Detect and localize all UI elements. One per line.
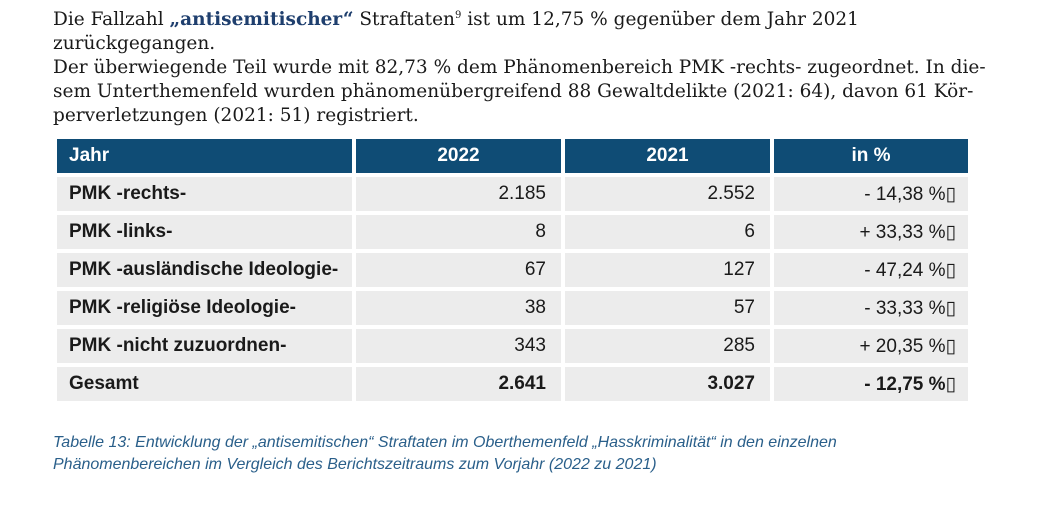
table-row: PMK -ausländische Ideologie- 67 127 - 47… [57, 253, 968, 287]
intro-paragraph: Die Fallzahl „antisemitischer“ Straftate… [53, 8, 1013, 128]
value-2022: 2.185 [356, 177, 561, 211]
footnote-marker[interactable]: 9 [454, 9, 462, 21]
intro-line-1-term: Straftaten [353, 9, 455, 30]
total-2022: 2.641 [356, 367, 561, 401]
table-header-row: Jahr 2022 2021 in % [57, 139, 968, 173]
value-2021: 285 [565, 329, 770, 363]
header-2021: 2021 [565, 139, 770, 173]
table-total-row: Gesamt 2.641 3.027 - 12,75 %▯ [57, 367, 968, 401]
value-2022: 67 [356, 253, 561, 287]
statistics-table: Jahr 2022 2021 in % PMK -rechts- 2.185 2… [57, 139, 968, 405]
table-row: PMK -religiöse Ideologie- 38 57 - 33,33 … [57, 291, 968, 325]
intro-line-3: sem Unterthemenfeld wurden phänomenüberg… [53, 81, 974, 102]
value-2022: 8 [356, 215, 561, 249]
row-label: PMK -ausländische Ideologie- [57, 253, 352, 287]
total-change: - 12,75 %▯ [774, 367, 968, 401]
row-label: PMK -nicht zuzuordnen- [57, 329, 352, 363]
intro-line-2: Der überwiegende Teil wurde mit 82,73 % … [53, 57, 986, 78]
total-2021: 3.027 [565, 367, 770, 401]
header-percent: in % [774, 139, 968, 173]
table-row: PMK -links- 8 6 + 33,33 %▯ [57, 215, 968, 249]
value-2021: 2.552 [565, 177, 770, 211]
value-change: - 47,24 %▯ [774, 253, 968, 287]
value-change: - 14,38 %▯ [774, 177, 968, 211]
intro-line-1-rest: ist um 12,75 % gegenüber dem Jahr 2021 z… [53, 9, 859, 54]
value-2021: 127 [565, 253, 770, 287]
value-change: + 20,35 %▯ [774, 329, 968, 363]
table-row: PMK -nicht zuzuordnen- 343 285 + 20,35 %… [57, 329, 968, 363]
header-jahr: Jahr [57, 139, 352, 173]
value-change: - 33,33 %▯ [774, 291, 968, 325]
row-label: PMK -links- [57, 215, 352, 249]
caption-line-2: Phänomenbereichen im Vergleich des Beric… [53, 456, 657, 473]
row-label: PMK -religiöse Ideologie- [57, 291, 352, 325]
total-label: Gesamt [57, 367, 352, 401]
table-caption: Tabelle 13: Entwicklung der „antisemitis… [53, 432, 1013, 476]
value-2021: 6 [565, 215, 770, 249]
intro-line-1: Die Fallzahl „antisemitischer“ Straftate… [53, 8, 1013, 56]
value-2021: 57 [565, 291, 770, 325]
value-2022: 38 [356, 291, 561, 325]
intro-line-4: perverletzungen (2021: 51) registriert. [53, 105, 419, 126]
row-label: PMK -rechts- [57, 177, 352, 211]
value-2022: 343 [356, 329, 561, 363]
intro-line-1-start: Die Fallzahl [53, 9, 170, 30]
header-2022: 2022 [356, 139, 561, 173]
intro-highlight-term: „antisemitischer“ [169, 9, 354, 30]
caption-line-1: Tabelle 13: Entwicklung der „antisemitis… [53, 434, 837, 451]
value-change: + 33,33 %▯ [774, 215, 968, 249]
table-row: PMK -rechts- 2.185 2.552 - 14,38 %▯ [57, 177, 968, 211]
